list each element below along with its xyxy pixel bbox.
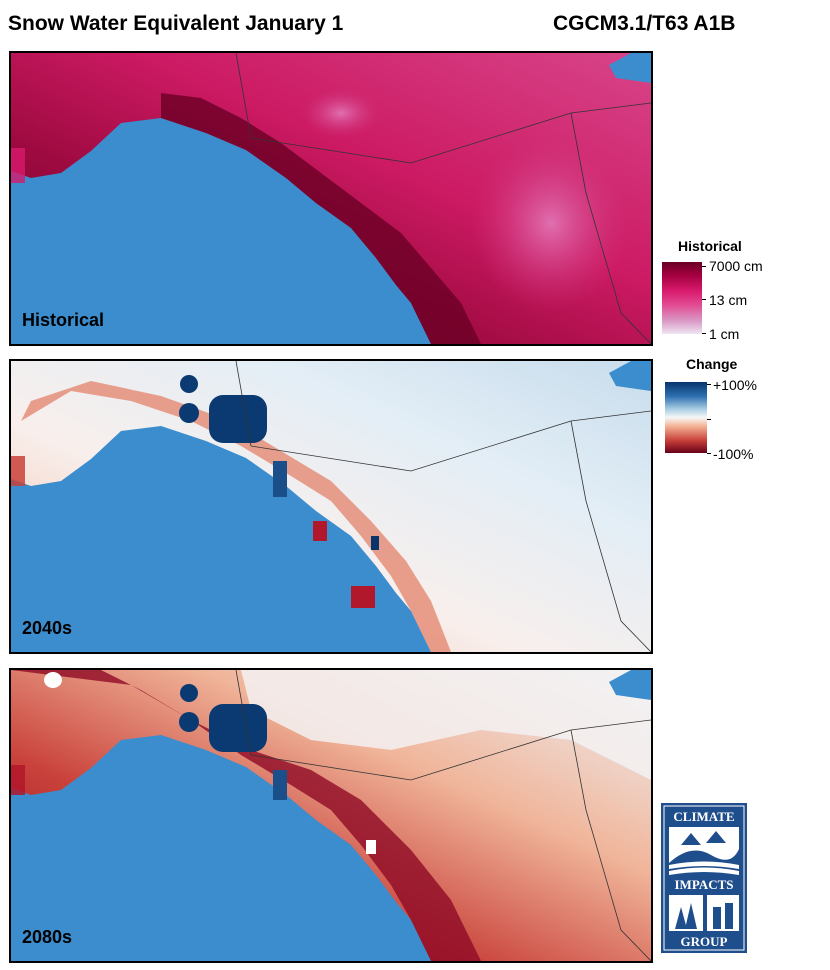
border-yukon (235, 53, 252, 139)
hudson-bay-inlet (609, 361, 651, 391)
2040s-map-panel: 2040s (9, 359, 653, 654)
border-bc-alberta (570, 112, 651, 344)
land-area (11, 361, 651, 652)
legend-tick (702, 333, 706, 334)
snow-increase-cell (209, 704, 267, 752)
panel-label-historical: Historical (22, 310, 105, 330)
climate-impacts-group-logo: CLIMATE IMPACTS GROUP (661, 803, 747, 953)
logo-text-impacts: IMPACTS (675, 877, 734, 892)
legend-tick (707, 419, 711, 420)
border-yukon (235, 361, 252, 447)
2080s-map-panel: 2080s (9, 668, 653, 963)
legend-label-min: 1 cm (709, 326, 740, 342)
2080s-map (11, 670, 651, 961)
panel-label-2040s: 2040s (22, 618, 73, 638)
legend-tick (702, 299, 706, 300)
snow-increase-cell (209, 395, 267, 443)
panel-label-2080s: 2080s (22, 927, 73, 947)
legend-label-max: 7000 cm (709, 258, 763, 274)
legend-tick (707, 453, 711, 454)
legend-label-mid: 13 cm (709, 292, 748, 308)
coastal-loss-band (11, 670, 481, 961)
legend-title-historical: Historical (678, 238, 742, 254)
2040s-map (11, 361, 651, 652)
logo-text-climate: CLIMATE (673, 809, 734, 824)
border-provinces (250, 410, 651, 472)
change-legend: Change +100% -100% (660, 354, 830, 464)
border-bc-alberta (570, 420, 651, 652)
border-provinces (250, 102, 651, 164)
historical-map (11, 53, 651, 344)
border-yukon (235, 670, 252, 756)
border-bc-alberta (570, 729, 651, 961)
legend-tick (702, 266, 706, 267)
legend-label-minus: -100% (713, 446, 754, 462)
dark-coastal-band (161, 93, 481, 344)
hudson-bay-inlet (609, 53, 651, 83)
historical-legend: Historical 7000 cm 13 cm 1 cm (660, 236, 830, 346)
interior-high-pink (471, 133, 631, 313)
model-scenario-label: CGCM3.1/T63 A1B (553, 12, 736, 35)
border-provinces (250, 719, 651, 781)
legend-tick (707, 384, 711, 385)
land-area (11, 670, 651, 961)
logo-text-group: GROUP (681, 934, 728, 949)
change-colorbar (665, 382, 707, 453)
legend-label-plus: +100% (713, 377, 757, 393)
legend-title-change: Change (686, 356, 738, 372)
historical-map-panel: Historical (9, 51, 653, 346)
hudson-bay-inlet (609, 670, 651, 700)
north-light-region (241, 670, 651, 780)
historical-colorbar (662, 262, 702, 334)
map-title: Snow Water Equivalent January 1 (8, 12, 344, 35)
